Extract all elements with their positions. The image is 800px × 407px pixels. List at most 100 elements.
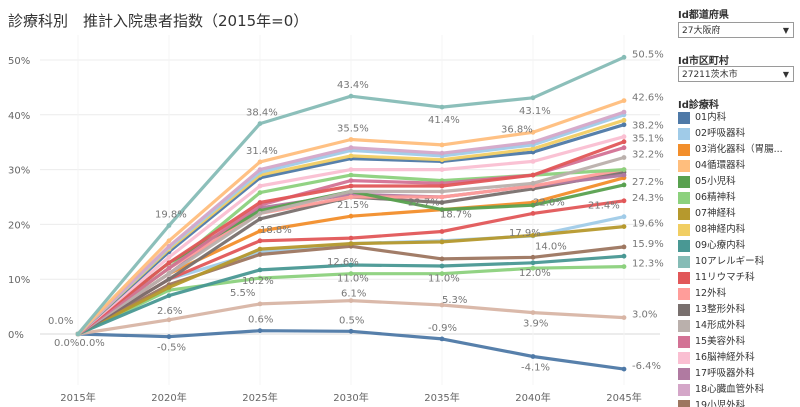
data-point: [439, 271, 445, 277]
legend-label: 18心臓血管外科: [695, 384, 765, 395]
data-point: [257, 216, 263, 222]
data-label: 42.6%: [632, 93, 664, 104]
data-point: [530, 95, 536, 101]
data-point: [166, 243, 172, 249]
data-label: 36.8%: [501, 124, 533, 135]
data-label: 38.4%: [246, 108, 278, 119]
legend-swatch: [678, 224, 690, 236]
data-point: [439, 207, 445, 213]
legend-item[interactable]: 18心臓血管外科: [678, 382, 798, 398]
data-point: [348, 137, 354, 142]
legend-item[interactable]: 14形成外科: [678, 318, 798, 334]
data-point: [530, 202, 536, 208]
data-point: [439, 336, 445, 342]
legend-item[interactable]: 02呼吸器科: [678, 126, 798, 142]
data-point: [621, 253, 627, 259]
legend-swatch: [678, 288, 690, 300]
data-point: [257, 328, 263, 334]
data-point: [348, 213, 354, 219]
data-point: [530, 211, 536, 216]
data-label: 12.0%: [519, 268, 551, 279]
line-chart: 0%10%20%30%40%50% 2015年 2020年 2025年 2030年 20…: [8, 35, 664, 404]
data-point: [166, 285, 172, 290]
legend-swatch: [678, 320, 690, 332]
data-point: [621, 145, 627, 151]
data-label: 22.7%: [408, 198, 440, 209]
data-point: [621, 117, 627, 123]
data-label: 11.0%: [337, 274, 369, 285]
data-point: [348, 262, 354, 268]
x-tick-label: 2020年: [151, 391, 186, 404]
legend-item[interactable]: 12外科: [678, 286, 798, 302]
legend-item[interactable]: 07神経科: [678, 206, 798, 222]
data-point: [530, 254, 536, 260]
legend-item[interactable]: 08神経内科: [678, 222, 798, 238]
legend-item[interactable]: 05小児科: [678, 174, 798, 190]
data-point: [166, 334, 172, 340]
legend-label: 15美容外科: [695, 336, 746, 347]
data-point: [621, 134, 627, 140]
legend-item[interactable]: 09心療内科: [678, 238, 798, 254]
data-point: [530, 129, 536, 135]
legend-label: 12外科: [695, 288, 727, 299]
data-point: [621, 54, 627, 60]
legend-item[interactable]: 15美容外科: [678, 334, 798, 350]
x-tick-label: 2015年: [60, 391, 95, 404]
legend-item[interactable]: 13整形外科: [678, 302, 798, 318]
municipality-select[interactable]: 27211茨木市 ▼: [678, 66, 794, 82]
data-label: -0.5%: [157, 343, 186, 354]
data-point: [439, 142, 445, 148]
y-tick-label: 50%: [8, 56, 30, 67]
data-point: [439, 200, 445, 205]
data-point: [348, 183, 354, 189]
data-point: [348, 328, 354, 334]
legend-swatch: [678, 112, 690, 124]
prefecture-select[interactable]: 27大阪府 ▼: [678, 22, 794, 38]
legend-swatch: [678, 144, 690, 156]
data-point: [257, 190, 263, 196]
data-point: [166, 238, 172, 244]
data-label: 17.9%: [509, 228, 541, 239]
data-point: [530, 139, 536, 145]
legend-item[interactable]: 06精神科: [678, 190, 798, 206]
legend-item[interactable]: 17呼吸器外科: [678, 366, 798, 382]
legend-label: 02呼吸器科: [695, 128, 746, 139]
data-point: [348, 145, 354, 151]
y-tick-label: 0%: [8, 330, 24, 341]
data-point: [257, 200, 263, 205]
y-tick-label: 20%: [8, 220, 30, 231]
data-point: [166, 254, 172, 260]
data-label: 19.6%: [632, 219, 664, 230]
data-point: [439, 157, 445, 163]
chart-title: 診療科別 推計入院患者指数（2015年=0）: [8, 12, 309, 30]
legend-item[interactable]: 11リウマチ科: [678, 270, 798, 286]
data-label: 12.3%: [632, 259, 664, 270]
data-point: [166, 317, 172, 323]
legend-item[interactable]: 03消化器科（胃腸...: [678, 142, 798, 158]
legend-label: 03消化器科（胃腸...: [695, 144, 783, 155]
prefecture-select-value: 27大阪府: [682, 26, 721, 36]
legend-label: 11リウマチ科: [695, 272, 755, 283]
data-label: -4.1%: [521, 362, 550, 373]
data-point: [439, 189, 445, 194]
data-point: [530, 172, 536, 178]
data-point: [621, 167, 627, 173]
data-point: [621, 109, 627, 115]
y-tick-label: 10%: [8, 275, 30, 286]
legend-item[interactable]: 19小児外科: [678, 398, 798, 407]
data-label: 2.6%: [157, 306, 182, 317]
data-label: 15.9%: [632, 239, 664, 250]
data-point: [530, 149, 536, 155]
data-label: -6.4%: [632, 361, 661, 372]
legend-item[interactable]: 04循環器科: [678, 158, 798, 174]
data-label: 3.0%: [632, 310, 657, 321]
data-point: [348, 189, 354, 194]
legend-item[interactable]: 01内科: [678, 110, 798, 126]
data-label: 11.0%: [428, 274, 460, 285]
legend-item[interactable]: 10アレルギー科: [678, 254, 798, 270]
data-label: 14.0%: [535, 241, 567, 252]
legend-item[interactable]: 16脳神経外科: [678, 350, 798, 366]
data-label: 5.5%: [230, 288, 255, 299]
data-point: [621, 198, 627, 204]
x-tick-label: 2045年: [606, 391, 641, 404]
